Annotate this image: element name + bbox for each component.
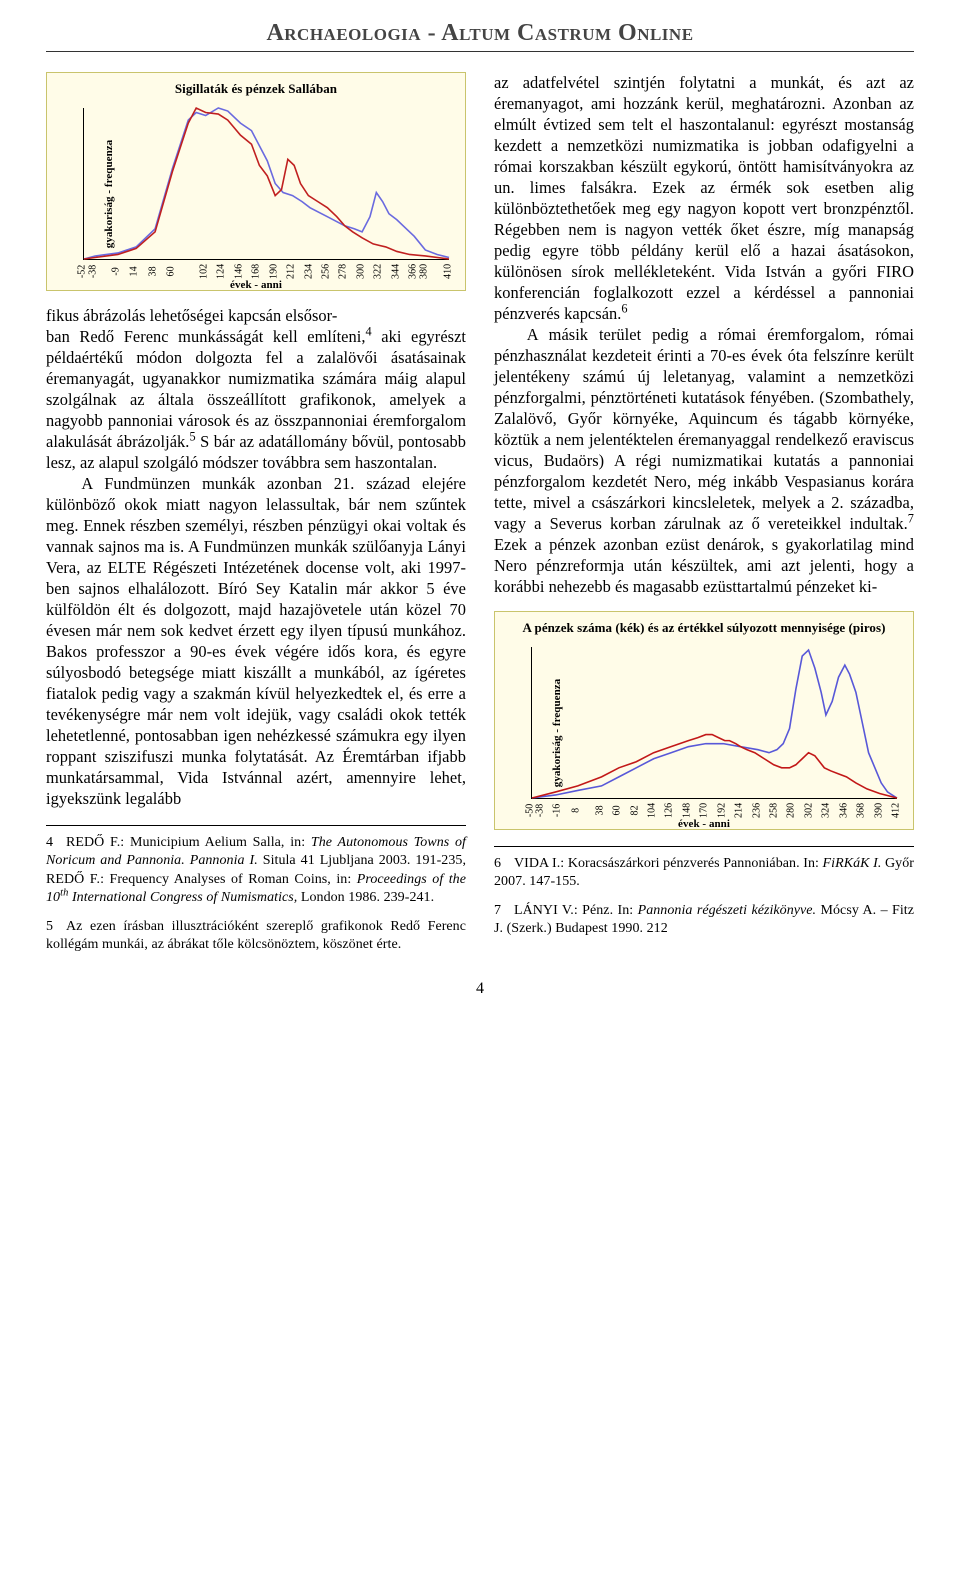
right-body: az adatfelvétel szintjén folytatni a mun… (494, 72, 914, 597)
xtick: -9 (111, 267, 124, 275)
chart-1: Sigillaták és pénzek Sallában gyakoriság… (46, 72, 466, 291)
xtick: 346 (838, 803, 851, 818)
xtick: -38 (88, 264, 101, 277)
xtick: 412 (891, 803, 904, 818)
chart-2: A pénzek száma (kék) és az értékkel súly… (494, 611, 914, 830)
rule (46, 51, 914, 52)
xtick: 38 (148, 266, 161, 276)
xtick: 8 (571, 808, 584, 813)
xtick: 170 (699, 803, 712, 818)
xtick: 380 (419, 264, 432, 279)
xtick: 14 (129, 266, 142, 276)
page-number: 4 (46, 980, 914, 998)
chart-2-plot (531, 647, 897, 799)
xtick: 146 (233, 264, 246, 279)
footnote-5: 5Az ezen írásban illusztrációként szerep… (46, 918, 466, 955)
xtick: 126 (664, 803, 677, 818)
chart-2-title: A pénzek száma (kék) és az értékkel súly… (503, 620, 905, 637)
chart-1-title: Sigillaták és pénzek Sallában (55, 81, 457, 98)
xtick: 124 (216, 264, 229, 279)
xtick: 192 (716, 803, 729, 818)
xtick: 322 (373, 264, 386, 279)
xtick: 38 (594, 805, 607, 815)
xtick: -38 (534, 803, 547, 816)
chart-1-plot (83, 108, 449, 260)
xtick: 60 (165, 266, 178, 276)
xtick: 300 (355, 264, 368, 279)
footnote-4: 4REDŐ F.: Municipium Aelium Salla, in: T… (46, 834, 466, 908)
xtick: 234 (303, 264, 316, 279)
page-title: Archaeologia - Altum Castrum Online (46, 20, 914, 47)
left-body: ban Redő Ferenc munkásságát kell említen… (46, 326, 466, 809)
xtick: 102 (199, 264, 212, 279)
xtick: 410 (443, 264, 456, 279)
xtick: 214 (734, 803, 747, 818)
xtick: 344 (390, 264, 403, 279)
xtick: 104 (647, 803, 660, 818)
xtick: 368 (856, 803, 869, 818)
footnotes-right: 6VIDA I.: Koracsászárkori pénzverés Pann… (494, 846, 914, 939)
right-column: az adatfelvétel szintjén folytatni a mun… (494, 72, 914, 964)
chart-2-xlabel: évek - anni (505, 817, 903, 831)
xtick: 212 (286, 264, 299, 279)
xtick: 278 (338, 264, 351, 279)
xtick: 168 (251, 264, 264, 279)
xtick: 324 (821, 803, 834, 818)
xtick: 302 (803, 803, 816, 818)
xtick: 280 (786, 803, 799, 818)
xtick: 60 (612, 805, 625, 815)
xtick: 390 (873, 803, 886, 818)
footnote-7: 7LÁNYI V.: Pénz. In: Pannonia régészeti … (494, 902, 914, 939)
footnote-6: 6VIDA I.: Koracsászárkori pénzverés Pann… (494, 855, 914, 892)
xtick: -16 (552, 803, 565, 816)
xtick: 82 (629, 805, 642, 815)
xtick: 256 (321, 264, 334, 279)
left-lead: fikus ábrázolás lehetőségei kapcsán első… (46, 305, 466, 326)
left-column: Sigillaták és pénzek Sallában gyakoriság… (46, 72, 466, 964)
xtick: 236 (751, 803, 764, 818)
xtick: 258 (769, 803, 782, 818)
chart-1-xlabel: évek - anni (57, 278, 455, 292)
xtick: 148 (681, 803, 694, 818)
xtick: 190 (268, 264, 281, 279)
footnotes-left: 4REDŐ F.: Municipium Aelium Salla, in: T… (46, 825, 466, 955)
columns: Sigillaták és pénzek Sallában gyakoriság… (46, 72, 914, 964)
